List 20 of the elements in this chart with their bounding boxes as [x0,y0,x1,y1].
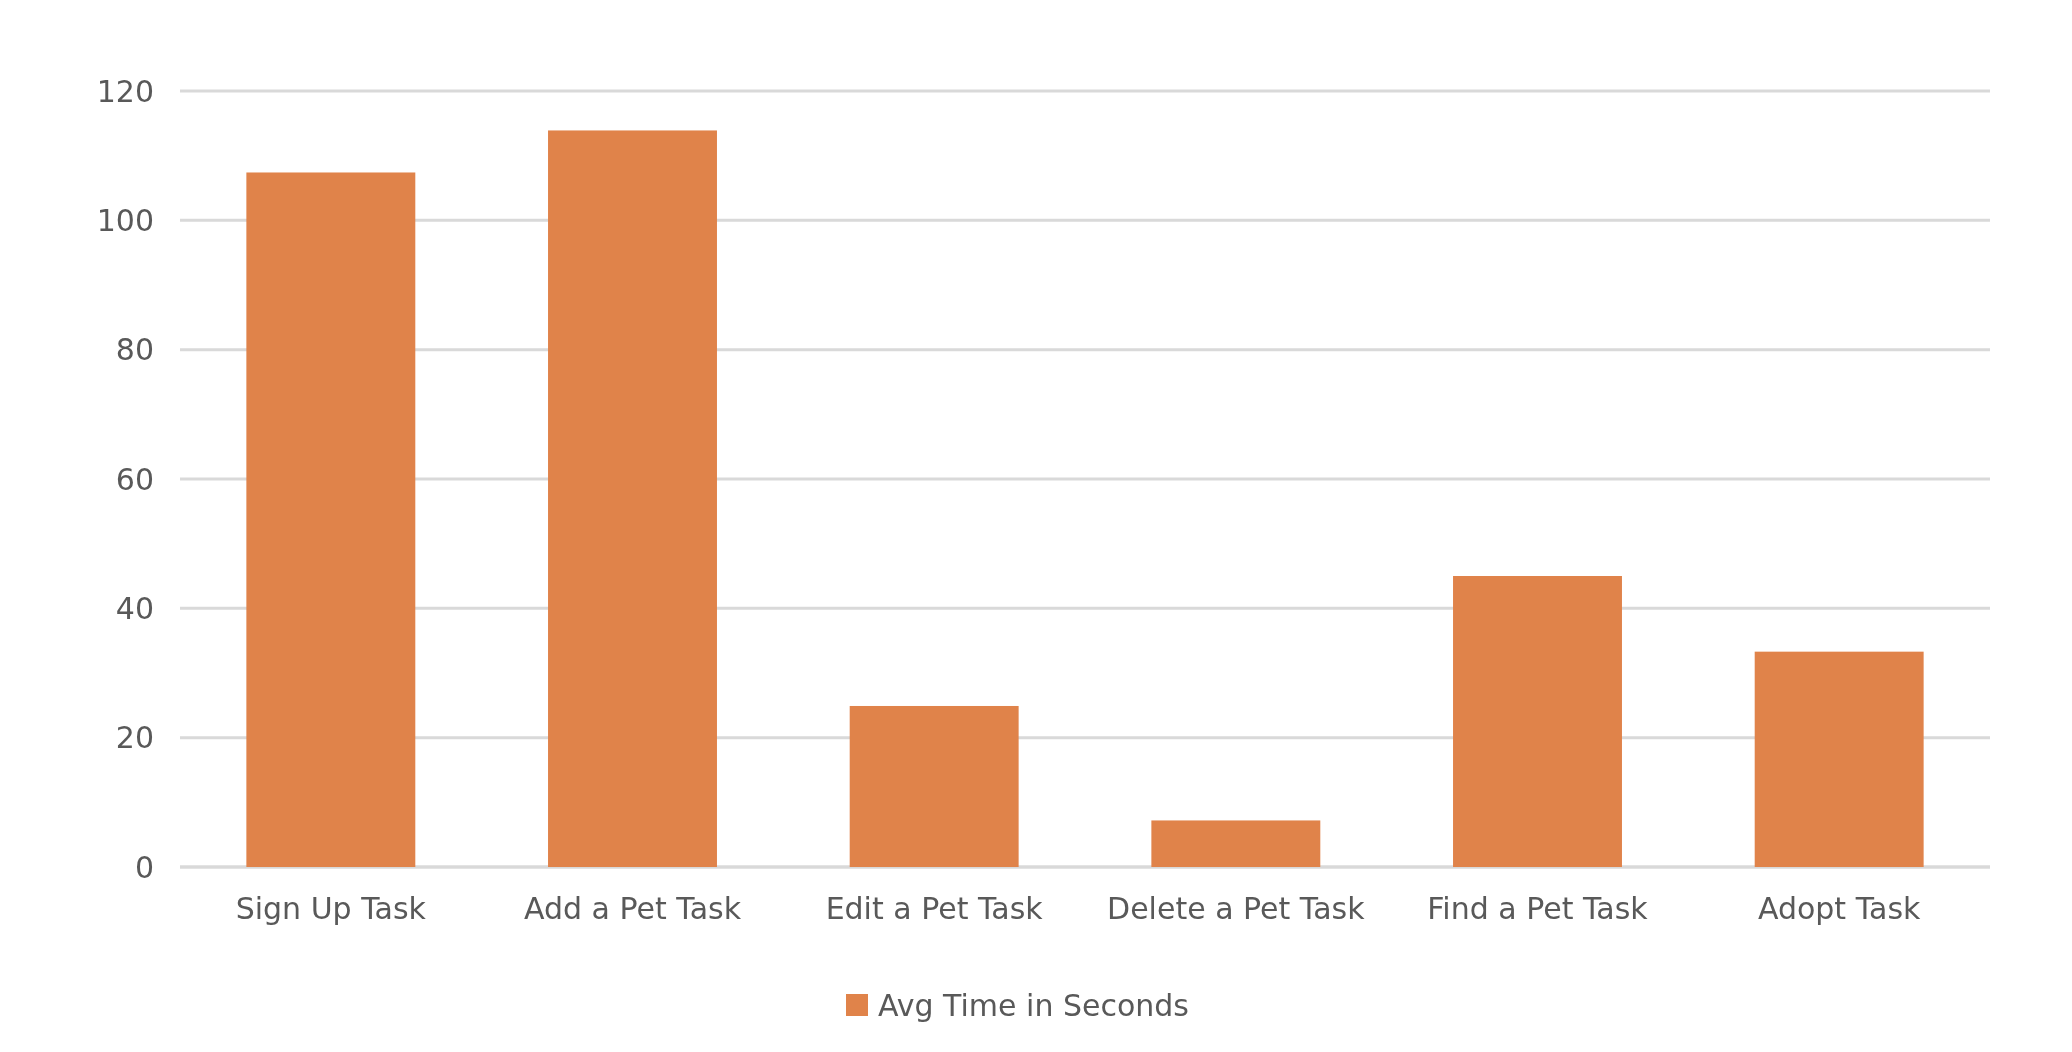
y-tick-label: 60 [115,461,154,497]
x-tick-label: Sign Up Task [235,891,427,926]
y-tick-label: 120 [96,73,154,109]
y-tick-label: 0 [134,849,154,885]
bar [548,130,717,867]
bar [1453,576,1622,867]
y-tick-label: 100 [96,202,154,238]
bar [246,172,416,867]
bar [1151,820,1321,867]
x-tick-label: Delete a Pet Task [1107,891,1366,926]
bar [1754,651,1924,867]
legend-label: Avg Time in Seconds [878,987,1189,1023]
x-tick-label: Find a Pet Task [1427,891,1649,926]
y-tick-label: 20 [115,720,154,756]
x-tick-label: Adopt Task [1757,891,1922,926]
x-tick-label: Edit a Pet Task [825,891,1044,926]
y-tick-label: 80 [115,332,154,368]
y-tick-label: 40 [115,590,154,626]
x-tick-label: Add a Pet Task [523,891,742,926]
bar [849,705,1019,867]
